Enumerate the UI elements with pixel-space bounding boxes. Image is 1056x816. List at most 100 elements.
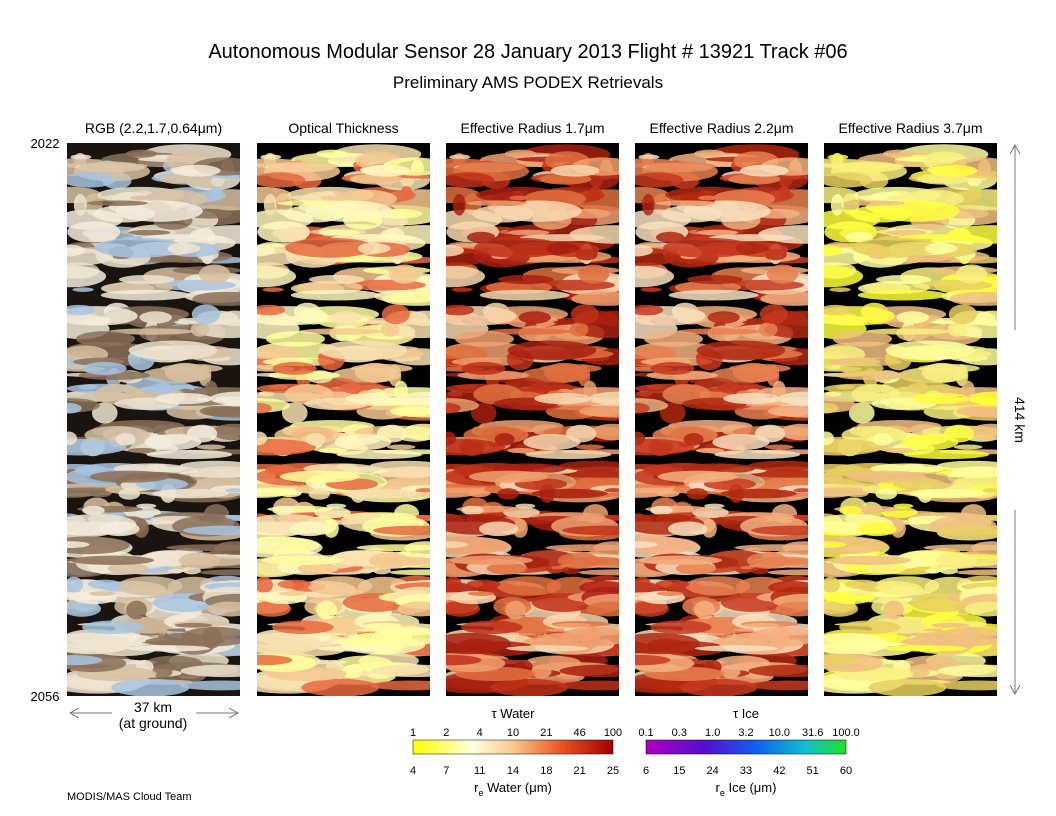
cloud-blob [67, 536, 130, 555]
cloud-blob [474, 237, 564, 258]
colorbar-tick-bottom: 21 [574, 765, 586, 777]
cloud-blob [389, 405, 430, 417]
cloud-blob [389, 569, 430, 576]
cloud-blob [260, 154, 282, 160]
cloud-blob [780, 423, 808, 441]
cloud-blob [139, 311, 172, 324]
cloud-blob [202, 626, 222, 649]
cloud-blob [515, 503, 536, 509]
cloud-blob [87, 231, 117, 243]
cloud-blob [257, 654, 293, 666]
cloud-blob [265, 331, 325, 347]
cloud-blob [382, 291, 430, 306]
cloud-blob [182, 566, 201, 575]
cloud-blob [186, 424, 218, 443]
cloud-blob [272, 620, 334, 635]
cloud-blob [829, 287, 851, 292]
cloud-blob [118, 488, 141, 500]
cloud-blob [635, 600, 670, 617]
cloud-blob [277, 231, 307, 243]
cloud-blob [452, 193, 466, 216]
cloud-blob [178, 552, 221, 569]
subtitle: Preliminary AMS PODEX Retrievals [393, 73, 663, 92]
cloud-blob [896, 311, 929, 324]
cloud-blob [766, 264, 799, 284]
cloud-blob [461, 620, 523, 635]
cloud-blob [152, 488, 229, 499]
cloud-blob [767, 405, 808, 417]
cloud-blob [655, 579, 690, 589]
cloud-blob [591, 423, 619, 441]
colorbar-tick-bottom: 51 [807, 765, 819, 777]
cloud-blob [546, 242, 571, 255]
cloud-blob [446, 536, 509, 555]
cloud-blob [257, 172, 306, 188]
cloud-blob [956, 569, 997, 576]
cloud-blob [336, 449, 423, 460]
cloud-blob [685, 576, 751, 596]
cloud-blob [872, 200, 960, 222]
cloud-blob [278, 591, 306, 596]
cloud-blob [948, 304, 977, 325]
cloud-blob [446, 654, 482, 666]
image-panel [67, 143, 240, 696]
cloud-blob [368, 552, 411, 569]
cloud-blob [505, 645, 590, 652]
cloud-blob [683, 433, 704, 446]
cloud-blob [257, 600, 292, 617]
cloud-blob [146, 449, 233, 460]
cloud-blob [67, 541, 90, 548]
cloud-blob [498, 274, 554, 285]
cloud-blob [497, 488, 520, 500]
cloud-blob [735, 242, 760, 255]
cloud-blob [655, 200, 717, 206]
cloud-blob [635, 431, 646, 446]
cloud-blob [824, 576, 840, 593]
cloud-blob [675, 562, 717, 575]
cloud-blob [446, 576, 462, 593]
cloud-blob [714, 449, 801, 460]
colorbar-tick-top: 1.0 [705, 727, 720, 739]
cloud-blob [558, 680, 619, 691]
cloud-blob [67, 402, 82, 414]
cloud-blob [263, 193, 277, 216]
cloud-blob [137, 387, 162, 392]
cloud-blob [553, 622, 592, 628]
cloud-blob [392, 626, 412, 649]
colorbar-tick-top: 31.6 [802, 727, 823, 739]
cloud-blob [67, 439, 127, 456]
cloud-blob [257, 244, 275, 257]
colorbar-tick-top: 10 [507, 727, 519, 739]
cloud-blob [415, 488, 430, 493]
panel-title: Effective Radius 1.7μm [461, 120, 605, 136]
cloud-blob [971, 541, 997, 555]
cloud-blob [461, 361, 506, 375]
cloud-blob [361, 164, 411, 177]
cloud-blob [635, 402, 650, 414]
cloud-blob [198, 264, 231, 284]
cloud-blob [758, 322, 778, 337]
cloud-blob [839, 361, 884, 375]
cloud-blob [589, 391, 619, 406]
cloud-blob [924, 242, 949, 255]
cloud-blob [793, 488, 808, 493]
cloud-blob [334, 434, 392, 451]
cloud-blob [875, 488, 898, 500]
cloud-blob [446, 265, 486, 288]
cloud-blob [959, 626, 979, 649]
cloud-blob [936, 680, 997, 691]
cloud-blob [257, 644, 301, 653]
cloud-blob [874, 576, 940, 596]
cloud-blob [119, 274, 175, 285]
cloud-blob [67, 304, 96, 316]
cloud-blob [126, 645, 211, 652]
colorbar-tick-top: 2 [443, 727, 449, 739]
cloud-blob [593, 541, 619, 555]
cloud-blob [468, 470, 549, 483]
cloud-blob [577, 264, 610, 284]
cloud-blob [518, 311, 551, 324]
cloud-blob [466, 579, 501, 589]
colorbar-tick-bottom: 25 [607, 765, 619, 777]
cloud-blob [446, 431, 457, 446]
cloud-blob [494, 433, 515, 446]
